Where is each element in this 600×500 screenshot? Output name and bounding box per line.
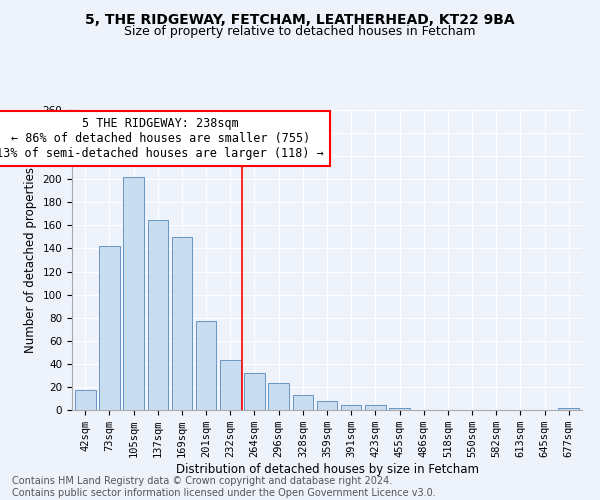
Text: Size of property relative to detached houses in Fetcham: Size of property relative to detached ho… [124, 25, 476, 38]
Text: Contains HM Land Registry data © Crown copyright and database right 2024.
Contai: Contains HM Land Registry data © Crown c… [12, 476, 436, 498]
Text: 5, THE RIDGEWAY, FETCHAM, LEATHERHEAD, KT22 9BA: 5, THE RIDGEWAY, FETCHAM, LEATHERHEAD, K… [85, 12, 515, 26]
Bar [293, 395, 313, 410]
Bar [317, 401, 337, 410]
X-axis label: Distribution of detached houses by size in Fetcham: Distribution of detached houses by size … [176, 463, 479, 476]
Bar [244, 373, 265, 410]
Bar [559, 408, 579, 410]
Bar [75, 390, 95, 410]
Text: 5 THE RIDGEWAY: 238sqm
← 86% of detached houses are smaller (755)
13% of semi-de: 5 THE RIDGEWAY: 238sqm ← 86% of detached… [0, 117, 324, 160]
Y-axis label: Number of detached properties: Number of detached properties [24, 167, 37, 353]
Bar [268, 384, 289, 410]
Bar [99, 246, 120, 410]
Bar [365, 406, 386, 410]
Bar [220, 360, 241, 410]
Bar [172, 237, 192, 410]
Bar [124, 177, 144, 410]
Bar [389, 408, 410, 410]
Bar [196, 321, 217, 410]
Bar [148, 220, 168, 410]
Bar [341, 406, 361, 410]
